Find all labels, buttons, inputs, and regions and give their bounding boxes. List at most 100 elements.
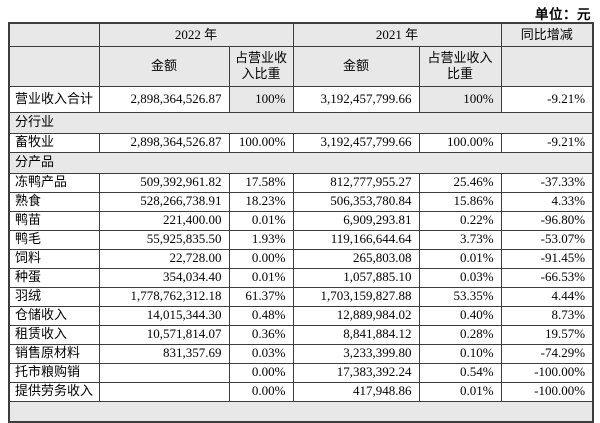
amount-2022-cell: 55,925,835.50	[98, 229, 230, 250]
amount-2022-cell: 528,266,738.91	[98, 191, 230, 212]
amount-2022-cell: 509,392,961.82	[98, 172, 230, 193]
ratio-2022-cell: 0.00%	[228, 381, 294, 402]
ratio-2022-cell: 17.58%	[228, 172, 294, 193]
report-page: { "unit_label": "单位：元", "colors": { "hea…	[8, 7, 595, 423]
amount-2021-cell: 1,057,885.10	[292, 267, 420, 288]
amount-2022-cell: 2,898,364,526.87	[98, 132, 230, 153]
header-row-subcolumns: 金额 占营业收入比重 金额 占营业收入比重	[8, 45, 594, 87]
yoy-cell: -96.80%	[500, 210, 594, 231]
amount-2021-cell: 417,948.86	[292, 381, 420, 402]
amount-2021-cell: 3,192,457,799.66	[292, 85, 420, 113]
header-ratio-2022: 占营业收入比重	[228, 45, 294, 87]
yoy-cell: -100.00%	[500, 362, 594, 383]
row-label: 种蛋	[8, 267, 100, 288]
yoy-cell: 19.57%	[500, 324, 594, 345]
table-row: 提供劳务收入 0.00% 417,948.86 0.01% -100.00%	[8, 381, 594, 402]
yoy-cell: 4.33%	[500, 191, 594, 212]
yoy-cell: -9.21%	[500, 132, 594, 153]
yoy-cell: -91.45%	[500, 248, 594, 269]
ratio-2021-cell: 15.86%	[418, 191, 502, 212]
row-label: 托市粮购销	[8, 362, 100, 383]
ratio-2022-cell: 0.00%	[228, 362, 294, 383]
amount-2022-cell: 831,357.69	[98, 343, 230, 364]
ratio-2021-cell: 0.01%	[418, 381, 502, 402]
table-row: 租赁收入 10,571,814.07 0.36% 8,841,884.12 0.28% 1…	[8, 324, 594, 345]
row-label: 销售原材料	[8, 343, 100, 364]
section-label	[8, 400, 594, 423]
ratio-2021-cell: 0.54%	[418, 362, 502, 383]
header-year-2022: 2022 年	[98, 22, 294, 47]
ratio-2022-cell: 61.37%	[228, 286, 294, 307]
header-row-years: 2022 年 2021 年 同比增减	[8, 22, 594, 47]
yoy-cell: -66.53%	[500, 267, 594, 288]
ratio-2021-cell: 0.01%	[418, 248, 502, 269]
section-row: 分行业	[8, 111, 594, 134]
row-label: 鸭毛	[8, 229, 100, 250]
header-amount-2021: 金额	[292, 45, 420, 87]
header-corner-cell	[8, 22, 100, 47]
header-year-2021: 2021 年	[292, 22, 502, 47]
amount-2022-cell: 10,571,814.07	[98, 324, 230, 345]
amount-2022-cell: 22,728.00	[98, 248, 230, 269]
amount-2021-cell: 12,889,984.02	[292, 305, 420, 326]
header-corner-cell-2	[8, 45, 100, 87]
table-row: 鸭毛 55,925,835.50 1.93% 119,166,644.64 3.73% -…	[8, 229, 594, 250]
amount-2022-cell	[98, 381, 230, 402]
section-label: 分行业	[8, 111, 594, 134]
table-row: 销售原材料 831,357.69 0.03% 3,233,399.80 0.10% -74…	[8, 343, 594, 364]
ratio-2022-cell: 0.01%	[228, 267, 294, 288]
amount-2022-cell: 221,400.00	[98, 210, 230, 231]
amount-2021-cell: 6,909,293.81	[292, 210, 420, 231]
amount-2021-cell: 3,192,457,799.66	[292, 132, 420, 153]
amount-2021-cell: 8,841,884.12	[292, 324, 420, 345]
row-label: 营业收入合计	[8, 85, 100, 113]
row-label: 畜牧业	[8, 132, 100, 153]
table-row: 种蛋 354,034.40 0.01% 1,057,885.10 0.03% -66.53…	[8, 267, 594, 288]
ratio-2022-cell: 1.93%	[228, 229, 294, 250]
ratio-2021-cell: 25.46%	[418, 172, 502, 193]
ratio-2022-cell: 18.23%	[228, 191, 294, 212]
yoy-cell: -53.07%	[500, 229, 594, 250]
table-row: 冻鸭产品 509,392,961.82 17.58% 812,777,955.27 25…	[8, 172, 594, 193]
table-row: 鸭苗 221,400.00 0.01% 6,909,293.81 0.22% -96.80…	[8, 210, 594, 231]
table-row: 熟食 528,266,738.91 18.23% 506,353,780.84 15.8…	[8, 191, 594, 212]
table-row: 畜牧业 2,898,364,526.87 100.00% 3,192,457,799.…	[8, 132, 594, 153]
amount-2021-cell: 17,383,392.24	[292, 362, 420, 383]
ratio-2022-cell: 0.48%	[228, 305, 294, 326]
amount-2021-cell: 265,803.08	[292, 248, 420, 269]
row-label: 鸭苗	[8, 210, 100, 231]
ratio-2022-cell: 0.03%	[228, 343, 294, 364]
ratio-2021-cell: 0.22%	[418, 210, 502, 231]
yoy-cell: -9.21%	[500, 85, 594, 113]
ratio-2022-cell: 0.00%	[228, 248, 294, 269]
yoy-cell: 8.73%	[500, 305, 594, 326]
ratio-2021-cell: 0.28%	[418, 324, 502, 345]
ratio-2021-cell: 0.10%	[418, 343, 502, 364]
revenue-breakdown-table: 2022 年 2021 年 同比增减 金额 占营业收入比重 金额 占营业收入比重…	[8, 22, 595, 423]
table-row: 饲料 22,728.00 0.00% 265,803.08 0.01% -91.45%	[8, 248, 594, 269]
amount-2022-cell: 14,015,344.30	[98, 305, 230, 326]
yoy-cell: 4.44%	[500, 286, 594, 307]
ratio-2021-cell: 0.40%	[418, 305, 502, 326]
row-label: 冻鸭产品	[8, 172, 100, 193]
header-amount-2022: 金额	[98, 45, 230, 87]
row-label: 饲料	[8, 248, 100, 269]
amount-2021-cell: 1,703,159,827.88	[292, 286, 420, 307]
amount-2022-cell: 354,034.40	[98, 267, 230, 288]
ratio-2022-cell: 0.36%	[228, 324, 294, 345]
row-label: 提供劳务收入	[8, 381, 100, 402]
table-row: 羽绒 1,778,762,312.18 61.37% 1,703,159,827.88…	[8, 286, 594, 307]
amount-2021-cell: 119,166,644.64	[292, 229, 420, 250]
amount-2021-cell: 812,777,955.27	[292, 172, 420, 193]
amount-2022-cell	[98, 362, 230, 383]
yoy-cell: -100.00%	[500, 381, 594, 402]
row-label: 仓储收入	[8, 305, 100, 326]
yoy-cell: -74.29%	[500, 343, 594, 364]
row-label: 羽绒	[8, 286, 100, 307]
header-yoy: 同比增减	[500, 22, 594, 47]
amount-2022-cell: 2,898,364,526.87	[98, 85, 230, 113]
header-yoy-empty-cell	[500, 45, 594, 87]
ratio-2022-cell: 100.00%	[228, 132, 294, 153]
amount-2021-cell: 506,353,780.84	[292, 191, 420, 212]
table-row: 营业收入合计 2,898,364,526.87 100% 3,192,457,799.…	[8, 85, 594, 113]
